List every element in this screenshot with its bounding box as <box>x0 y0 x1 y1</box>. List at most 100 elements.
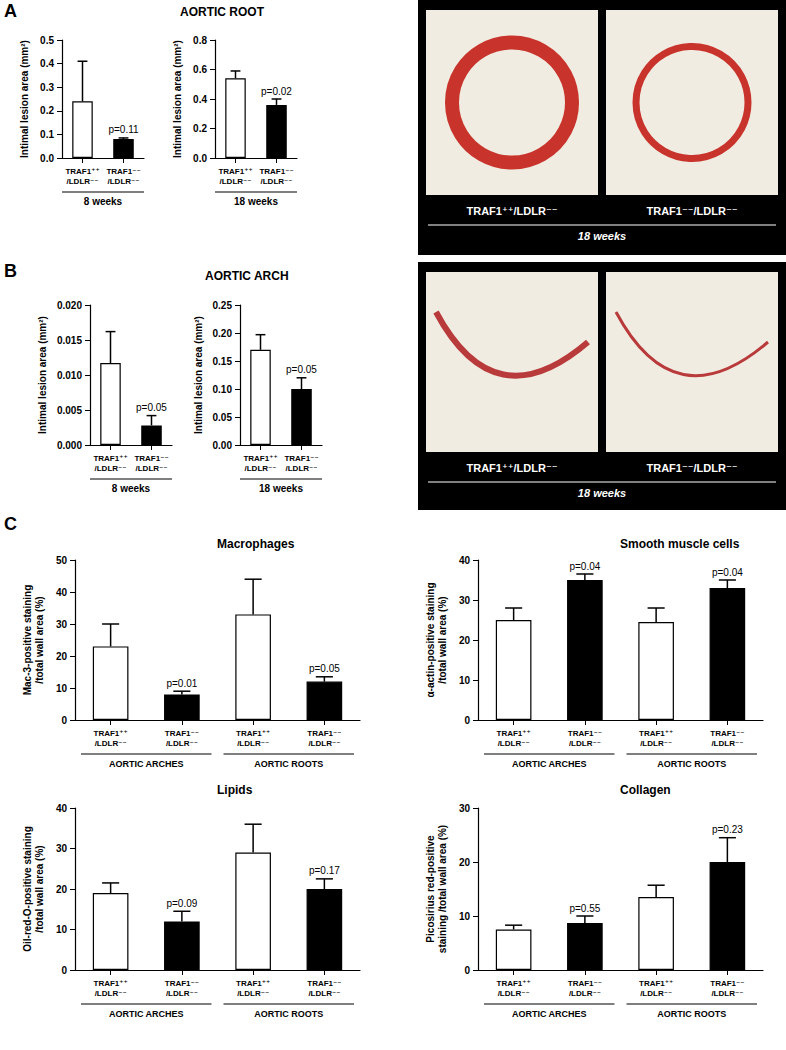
svg-text:AORTIC ROOTS: AORTIC ROOTS <box>254 1009 323 1019</box>
svg-text:20: 20 <box>459 857 471 868</box>
svg-text:/LDLR⁻⁻: /LDLR⁻⁻ <box>498 989 530 998</box>
svg-text:Oil-red-O-positive staining: Oil-red-O-positive staining <box>22 826 33 952</box>
svg-text:10: 10 <box>56 683 68 694</box>
svg-text:0.8: 0.8 <box>193 35 207 46</box>
svg-text:TRAF1⁻⁻: TRAF1⁻⁻ <box>568 979 602 988</box>
svg-text:AORTIC ROOTS: AORTIC ROOTS <box>254 759 323 769</box>
svg-text:TRAF1⁺⁺: TRAF1⁺⁺ <box>497 729 531 738</box>
svg-text:Mac-3-positive staining: Mac-3-positive staining <box>22 585 33 696</box>
svg-text:/total wall area (%): /total wall area (%) <box>34 845 45 932</box>
svg-text:/LDLR⁻⁻: /LDLR⁻⁻ <box>237 739 269 748</box>
svg-text:Lipids: Lipids <box>217 783 253 797</box>
svg-text:TRAF1⁻⁻: TRAF1⁻⁻ <box>259 167 293 176</box>
svg-text:0.00: 0.00 <box>213 440 233 451</box>
svg-text:Picosirius red-positive: Picosirius red-positive <box>425 835 436 943</box>
svg-text:10: 10 <box>459 675 471 686</box>
svg-text:TRAF1⁻⁻: TRAF1⁻⁻ <box>710 729 744 738</box>
svg-text:/LDLR⁻⁻: /LDLR⁻⁻ <box>308 989 340 998</box>
svg-text:30: 30 <box>459 803 471 814</box>
svg-text:/LDLR⁻⁻: /LDLR⁻⁻ <box>237 989 269 998</box>
svg-text:0.20: 0.20 <box>213 328 233 339</box>
svg-text:0.2: 0.2 <box>193 123 207 134</box>
svg-text:p=0.04: p=0.04 <box>712 567 743 578</box>
svg-text:0.020: 0.020 <box>57 300 82 311</box>
svg-text:0.005: 0.005 <box>57 405 82 416</box>
svg-text:TRAF1⁻⁻: TRAF1⁻⁻ <box>307 729 341 738</box>
svg-text:/LDLR⁻⁻: /LDLR⁻⁻ <box>67 177 99 186</box>
svg-text:AORTIC ARCHES: AORTIC ARCHES <box>109 1009 184 1019</box>
svg-text:/LDLR⁻⁻: /LDLR⁻⁻ <box>95 464 127 473</box>
svg-text:40: 40 <box>459 555 471 566</box>
svg-text:/LDLR⁻⁻: /LDLR⁻⁻ <box>245 464 277 473</box>
svg-text:/LDLR⁻⁻: /LDLR⁻⁻ <box>308 739 340 748</box>
svg-text:/LDLR⁻⁻: /LDLR⁻⁻ <box>640 739 672 748</box>
svg-text:TRAF1⁻⁻: TRAF1⁻⁻ <box>568 729 602 738</box>
svg-text:AORTIC ARCHES: AORTIC ARCHES <box>512 1009 587 1019</box>
svg-text:TRAF1⁺⁺: TRAF1⁺⁺ <box>65 167 99 176</box>
svg-text:Collagen: Collagen <box>620 783 671 797</box>
svg-text:0.4: 0.4 <box>193 94 207 105</box>
svg-text:/LDLR⁻⁻: /LDLR⁻⁻ <box>261 177 293 186</box>
svg-text:0.010: 0.010 <box>57 370 82 381</box>
svg-text:AORTIC ARCHES: AORTIC ARCHES <box>109 759 184 769</box>
svg-text:/LDLR⁻⁻: /LDLR⁻⁻ <box>166 739 198 748</box>
svg-text:TRAF1⁺⁺: TRAF1⁺⁺ <box>94 729 128 738</box>
svg-text:TRAF1⁺⁺: TRAF1⁺⁺ <box>236 729 270 738</box>
svg-text:TRAF1⁻⁻: TRAF1⁻⁻ <box>710 979 744 988</box>
svg-text:30: 30 <box>56 843 68 854</box>
svg-text:TRAF1⁺⁺/LDLR⁻⁻: TRAF1⁺⁺/LDLR⁻⁻ <box>466 205 557 217</box>
svg-text:20: 20 <box>459 635 471 646</box>
svg-text:0.6: 0.6 <box>193 64 207 75</box>
svg-text:TRAF1⁺⁺: TRAF1⁺⁺ <box>639 729 673 738</box>
svg-text:TRAF1⁺⁺: TRAF1⁺⁺ <box>218 167 252 176</box>
svg-text:/LDLR⁻⁻: /LDLR⁻⁻ <box>711 989 743 998</box>
svg-text:staining /total wall area (%): staining /total wall area (%) <box>437 825 448 953</box>
svg-text:0.05: 0.05 <box>213 412 233 423</box>
svg-text:/LDLR⁻⁻: /LDLR⁻⁻ <box>640 989 672 998</box>
svg-text:/LDLR⁻⁻: /LDLR⁻⁻ <box>136 464 168 473</box>
svg-text:Smooth muscle cells: Smooth muscle cells <box>620 537 740 551</box>
svg-text:TRAF1⁻⁻: TRAF1⁻⁻ <box>165 729 199 738</box>
svg-text:p=0.05: p=0.05 <box>309 663 340 674</box>
svg-text:TRAF1⁺⁺: TRAF1⁺⁺ <box>93 454 127 463</box>
svg-text:0.25: 0.25 <box>213 300 233 311</box>
svg-text:/LDLR⁻⁻: /LDLR⁻⁻ <box>286 464 318 473</box>
svg-text:30: 30 <box>56 619 68 630</box>
svg-text:AORTIC ARCHES: AORTIC ARCHES <box>512 759 587 769</box>
svg-text:TRAF1⁻⁻: TRAF1⁻⁻ <box>307 979 341 988</box>
svg-text:18 weeks: 18 weeks <box>578 230 626 242</box>
svg-text:/LDLR⁻⁻: /LDLR⁻⁻ <box>498 739 530 748</box>
svg-text:0.000: 0.000 <box>57 440 82 451</box>
svg-text:p=0.01: p=0.01 <box>166 678 197 689</box>
svg-text:8 weeks: 8 weeks <box>84 196 123 207</box>
svg-text:18 weeks: 18 weeks <box>259 483 303 494</box>
svg-text:p=0.05: p=0.05 <box>286 364 317 375</box>
svg-text:30: 30 <box>459 595 471 606</box>
svg-text:0.0: 0.0 <box>40 153 54 164</box>
svg-text:p=0.04: p=0.04 <box>569 561 600 572</box>
svg-text:/LDLR⁻⁻: /LDLR⁻⁻ <box>220 177 252 186</box>
svg-text:0.3: 0.3 <box>40 82 54 93</box>
svg-text:AORTIC ROOTS: AORTIC ROOTS <box>657 1009 726 1019</box>
svg-text:20: 20 <box>56 884 68 895</box>
svg-text:0: 0 <box>464 965 470 976</box>
svg-text:TRAF1⁻⁻: TRAF1⁻⁻ <box>134 454 168 463</box>
svg-text:10: 10 <box>56 924 68 935</box>
svg-text:0.5: 0.5 <box>40 35 54 46</box>
svg-text:Intimal lesion area (mm²): Intimal lesion area (mm²) <box>172 40 183 158</box>
svg-text:p=0.11: p=0.11 <box>108 124 139 135</box>
svg-text:0.4: 0.4 <box>40 58 54 69</box>
svg-text:18 weeks: 18 weeks <box>578 487 626 499</box>
svg-text:B: B <box>4 261 17 281</box>
svg-text:AORTIC ROOT: AORTIC ROOT <box>180 5 265 19</box>
svg-text:AORTIC ROOTS: AORTIC ROOTS <box>657 759 726 769</box>
svg-text:Intimal lesion area (mm²): Intimal lesion area (mm²) <box>37 316 48 434</box>
svg-text:TRAF1⁻⁻/LDLR⁻⁻: TRAF1⁻⁻/LDLR⁻⁻ <box>646 462 737 474</box>
svg-text:AORTIC ARCH: AORTIC ARCH <box>205 269 289 283</box>
svg-text:0.2: 0.2 <box>40 105 54 116</box>
svg-text:0: 0 <box>464 715 470 726</box>
svg-text:40: 40 <box>56 587 68 598</box>
svg-text:TRAF1⁺⁺: TRAF1⁺⁺ <box>639 979 673 988</box>
svg-text:Intimal lesion area (mm²): Intimal lesion area (mm²) <box>19 40 30 158</box>
svg-text:0.10: 0.10 <box>213 384 233 395</box>
